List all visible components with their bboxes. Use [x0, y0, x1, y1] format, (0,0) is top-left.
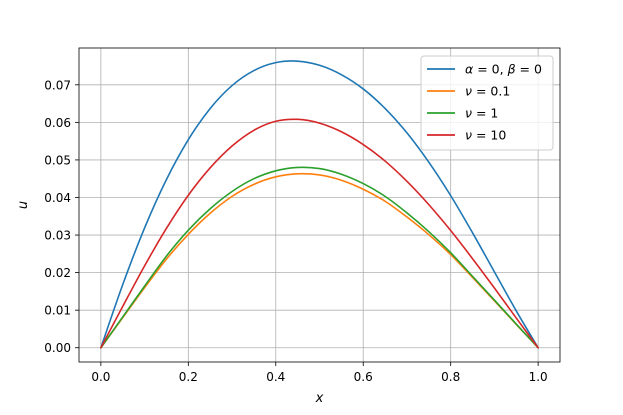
legend-label-part: = 0,: [473, 62, 507, 77]
legend-label-part: ν: [465, 84, 472, 99]
x-axis-label: x: [315, 391, 324, 406]
x-tick-label: 0.0: [91, 370, 110, 384]
series-line-3: [100, 118, 539, 349]
legend-label-2: ν = 1: [465, 106, 498, 121]
y-tick-label: 0.00: [44, 341, 71, 355]
x-tick-label: 1.0: [529, 370, 548, 384]
legend-label-part: = 0.1: [472, 84, 510, 99]
legend-label-0: α = 0, β = 0: [465, 62, 542, 77]
series-line-0: [100, 60, 539, 349]
x-axis: 0.0 0.2 0.4 0.6 0.8 1.0: [91, 362, 548, 384]
grid: [79, 48, 560, 362]
legend-box: [420, 55, 554, 151]
legend-label-1: ν = 0.1: [465, 84, 510, 99]
legend-label-part: ν: [465, 128, 472, 143]
legend-label-part: = 1: [472, 106, 498, 121]
y-tick-label: 0.07: [44, 78, 71, 92]
x-tick-label: 0.2: [179, 370, 198, 384]
x-tick-label: 0.4: [266, 370, 285, 384]
legend-label-3: ν = 10: [465, 128, 506, 143]
legend: α = 0, β = 0ν = 0.1ν = 1ν = 10: [420, 55, 554, 151]
x-tick-label: 0.6: [354, 370, 373, 384]
y-axis: 0.00 0.01 0.02 0.03 0.04 0.05 0.06 0.07: [44, 78, 79, 355]
y-tick-label: 0.04: [44, 191, 71, 205]
legend-label-part: ν: [465, 106, 472, 121]
y-tick-label: 0.05: [44, 153, 71, 167]
y-axis-label: u: [16, 201, 31, 209]
y-tick-label: 0.02: [44, 266, 71, 280]
series-line-2: [100, 166, 539, 349]
y-tick-label: 0.03: [44, 229, 71, 243]
series-line-1: [100, 172, 539, 349]
x-tick-label: 0.8: [441, 370, 460, 384]
legend-label-part: β: [507, 62, 516, 77]
axes-frame: [78, 47, 561, 363]
y-tick-label: 0.06: [44, 116, 71, 130]
legend-label-part: = 10: [472, 128, 506, 143]
legend-label-part: = 0: [516, 62, 542, 77]
y-tick-label: 0.01: [44, 304, 71, 318]
series-layer: [100, 60, 539, 349]
legend-label-part: α: [465, 62, 474, 77]
